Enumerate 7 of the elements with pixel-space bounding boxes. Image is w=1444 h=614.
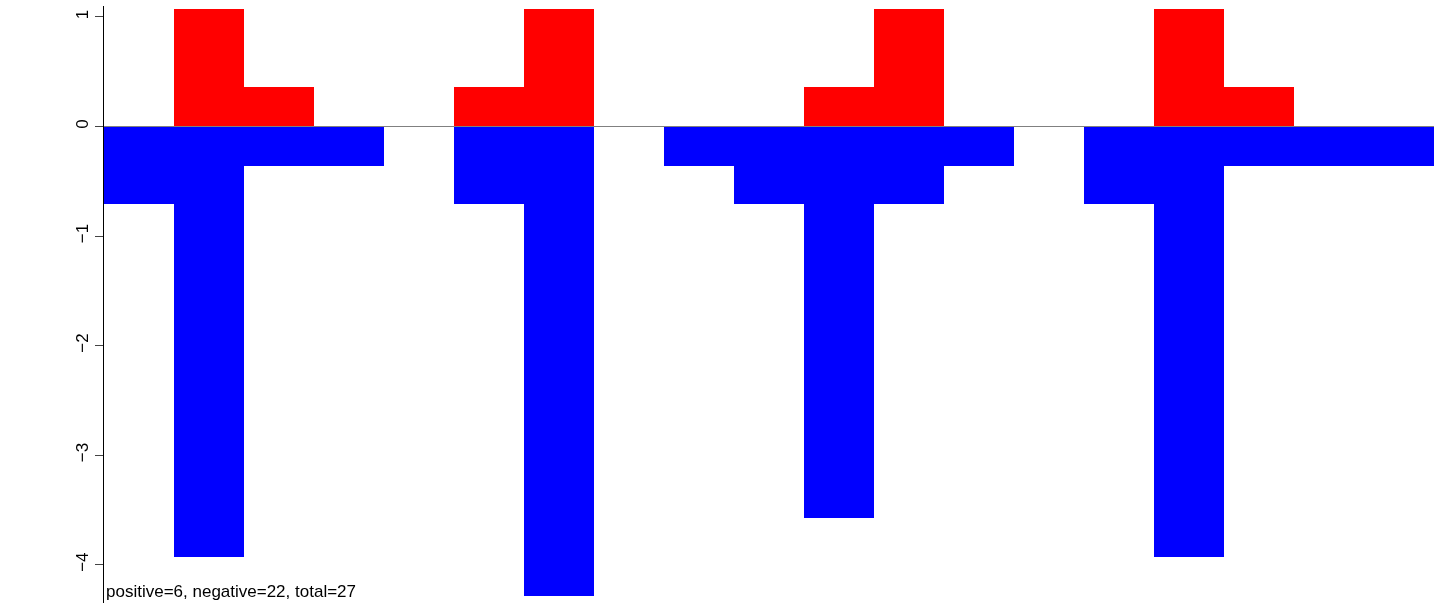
y-tick-label: 1 xyxy=(73,9,93,20)
y-tick-label: −2 xyxy=(73,333,93,353)
y-tick-label: −4 xyxy=(73,552,93,572)
y-tick-label: −1 xyxy=(73,223,93,244)
y-tick-label: −3 xyxy=(73,442,93,463)
annotation: positive=6, negative=22, total=27 xyxy=(106,582,356,601)
y-tick-label: 0 xyxy=(73,119,93,129)
